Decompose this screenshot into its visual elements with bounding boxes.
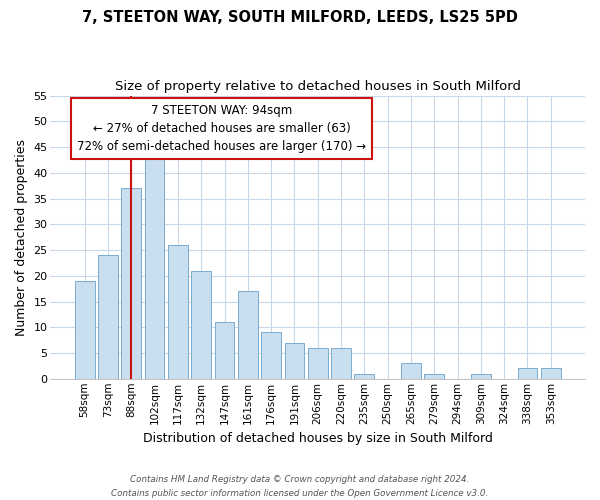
Bar: [98, 255, 118, 379]
Bar: [331, 348, 351, 379]
Text: 7 STEETON WAY: 94sqm
← 27% of detached houses are smaller (63)
72% of semi-detac: 7 STEETON WAY: 94sqm ← 27% of detached h…: [77, 104, 366, 153]
Bar: [308, 348, 328, 379]
Bar: [238, 291, 258, 379]
Bar: [424, 374, 444, 379]
Y-axis label: Number of detached properties: Number of detached properties: [15, 138, 28, 336]
X-axis label: Distribution of detached houses by size in South Milford: Distribution of detached houses by size …: [143, 432, 493, 445]
Bar: [261, 332, 281, 379]
Bar: [145, 152, 164, 379]
Bar: [355, 374, 374, 379]
Text: 7, STEETON WAY, SOUTH MILFORD, LEEDS, LS25 5PD: 7, STEETON WAY, SOUTH MILFORD, LEEDS, LS…: [82, 10, 518, 25]
Text: Contains HM Land Registry data © Crown copyright and database right 2024.
Contai: Contains HM Land Registry data © Crown c…: [112, 476, 488, 498]
Bar: [284, 342, 304, 379]
Bar: [168, 245, 188, 379]
Title: Size of property relative to detached houses in South Milford: Size of property relative to detached ho…: [115, 80, 521, 93]
Bar: [75, 281, 95, 379]
Bar: [518, 368, 538, 379]
Bar: [401, 364, 421, 379]
Bar: [191, 270, 211, 379]
Bar: [121, 188, 141, 379]
Bar: [215, 322, 235, 379]
Bar: [471, 374, 491, 379]
Bar: [541, 368, 561, 379]
